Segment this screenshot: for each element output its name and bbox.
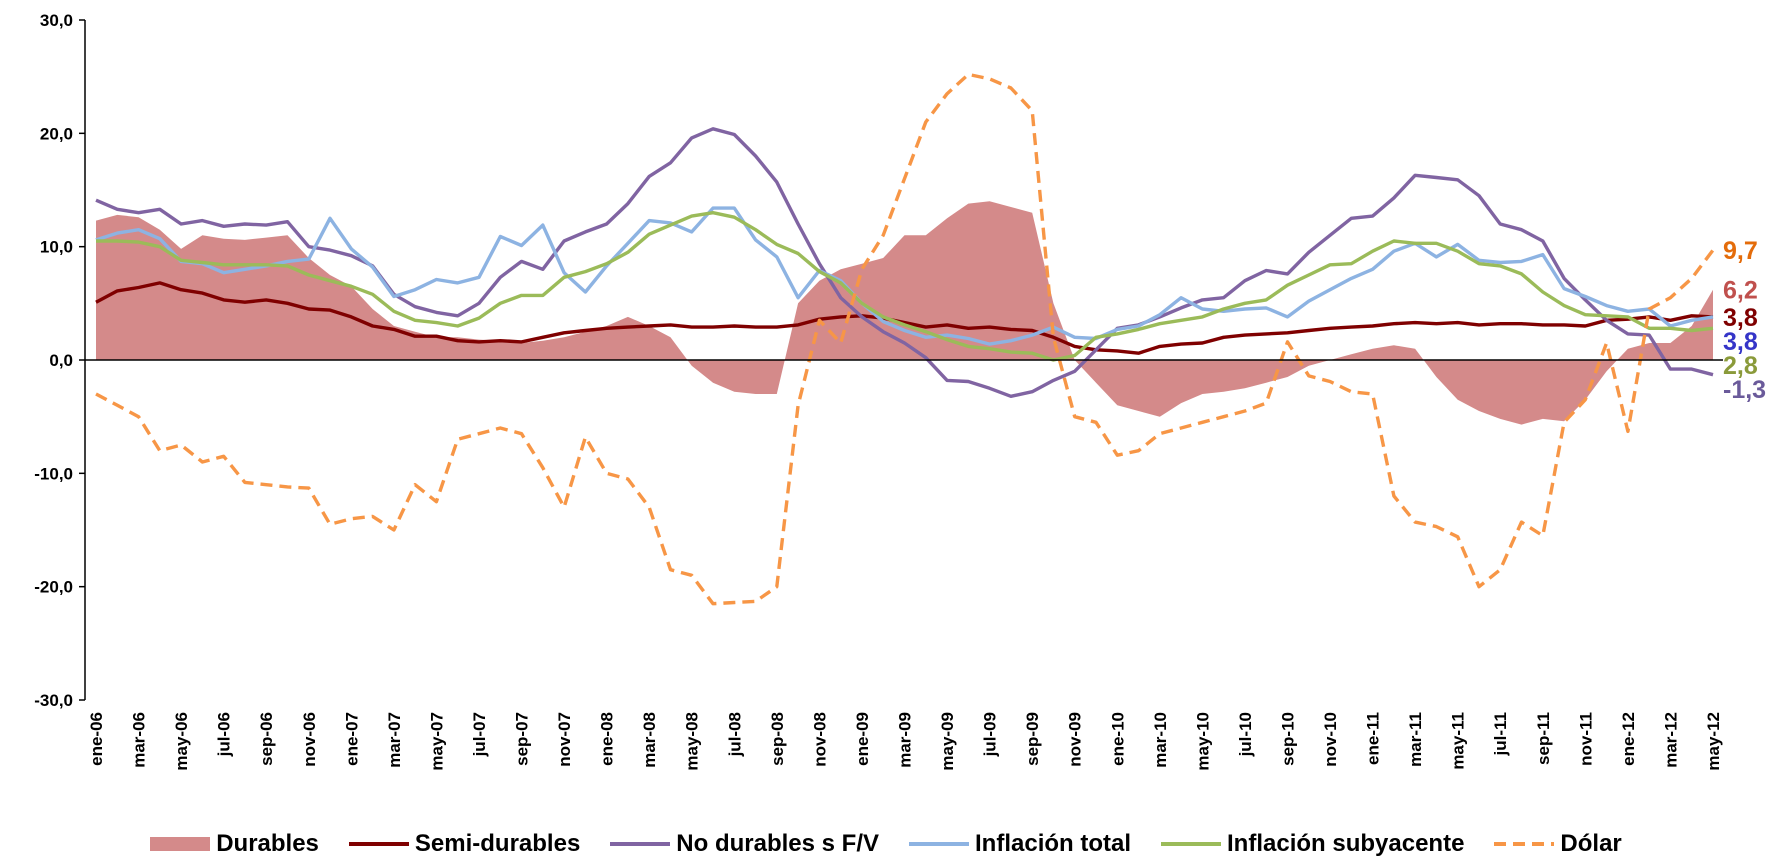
legend-label: Durables [216, 830, 319, 857]
y-tick-label: 30,0 [40, 11, 73, 30]
x-tick-label: ene-09 [853, 712, 872, 766]
x-tick-label: may-08 [683, 712, 702, 771]
x-tick-label: mar-09 [896, 712, 915, 768]
swatch [150, 837, 211, 851]
end-label: -1,3 [1723, 376, 1766, 404]
legend-label: Dólar [1560, 830, 1622, 857]
x-tick-label: nov-09 [1066, 712, 1085, 767]
x-tick-label: mar-12 [1661, 712, 1680, 768]
chart: -30,0 -20,0 -10,0 0,0 10,0 20,0 30,0 ene-06 mar-… [34, 11, 1766, 771]
x-tick-label: may-12 [1704, 712, 1723, 771]
x-tick-label: sep-07 [513, 712, 532, 766]
x-tick-label: ene-08 [598, 712, 617, 766]
y-tick-label: -30,0 [34, 691, 73, 710]
legend-swatch [610, 842, 671, 846]
legend-label: Semi-durables [414, 830, 581, 857]
legend-item: Semi-durables [347, 830, 580, 858]
x-tick-label: may-06 [172, 712, 191, 771]
x-tick-label: jul-07 [470, 712, 489, 757]
x-tick-label: may-11 [1449, 712, 1468, 770]
x-tick-label: may-07 [427, 712, 446, 771]
legend-swatch [348, 842, 409, 846]
x-tick-label: sep-10 [1278, 712, 1297, 766]
x-tick-label: ene-07 [342, 712, 361, 766]
x-tick-label: sep-06 [257, 712, 276, 766]
legend-item: Inflación total [907, 830, 1131, 858]
x-tick-label: jul-10 [1236, 712, 1255, 757]
legend-item: Dólar [1492, 830, 1622, 858]
x-tick-label: sep-09 [1023, 712, 1042, 766]
legend-swatch [1494, 842, 1555, 846]
y-tick-label: 10,0 [40, 238, 73, 257]
line [96, 211, 1714, 362]
end-label: 3,8 [1723, 328, 1758, 356]
legend-label: Inflación subyacente [1227, 830, 1465, 857]
x-tick-label: mar-07 [385, 712, 404, 768]
x-tick-label: jul-08 [725, 712, 744, 757]
x-tick-label: nov-07 [555, 712, 574, 767]
y-tick-label: 20,0 [40, 124, 73, 143]
x-tick-label: ene-06 [87, 712, 106, 766]
area [96, 201, 1713, 425]
x-tick-label: mar-11 [1406, 712, 1425, 767]
line [95, 281, 1714, 355]
legend-item: Inflación subyacente [1159, 830, 1464, 858]
legend-label: No durables s F/V [676, 830, 880, 857]
y-tick-label: -10,0 [34, 464, 73, 483]
end-label: 6,2 [1723, 277, 1758, 305]
x-tick-label: may-10 [1193, 712, 1212, 771]
x-tick-label: nov-06 [300, 712, 319, 767]
line [95, 206, 1714, 346]
x-tick-label: may-09 [938, 712, 957, 771]
x-tick-label: ene-11 [1364, 712, 1383, 765]
end-label: 2,8 [1723, 352, 1758, 380]
y-tick-label: -20,0 [34, 578, 73, 597]
line [95, 72, 1715, 606]
legend-label: Inflación total [975, 830, 1132, 857]
x-tick-label: ene-12 [1619, 712, 1638, 766]
end-label: 9,7 [1723, 237, 1758, 265]
x-tick-label: sep-11 [1534, 712, 1553, 765]
x-tick-label: ene-10 [1108, 712, 1127, 766]
x-tick-label: nov-10 [1321, 712, 1340, 767]
legend-swatch [1161, 842, 1222, 846]
x-tick-label: mar-06 [130, 712, 149, 768]
y-tick-label: 0,0 [49, 351, 73, 370]
legend: Durables Semi-durables No durables s F/V In… [0, 826, 1770, 862]
x-tick-label: sep-08 [768, 712, 787, 766]
legend-item: Durables [148, 830, 319, 858]
legend-swatch [909, 842, 970, 846]
legend-swatch [150, 837, 211, 851]
x-tick-label: mar-08 [640, 712, 659, 768]
x-tick-label: jul-09 [981, 712, 1000, 757]
x-tick-label: jul-11 [1491, 712, 1510, 756]
x-tick-label: jul-06 [215, 712, 234, 757]
x-tick-label: mar-10 [1151, 712, 1170, 768]
x-tick-label: nov-11 [1576, 712, 1595, 766]
legend-item: No durables s F/V [608, 830, 879, 858]
end-label: 3,8 [1723, 304, 1758, 332]
x-tick-label: nov-08 [810, 712, 829, 767]
